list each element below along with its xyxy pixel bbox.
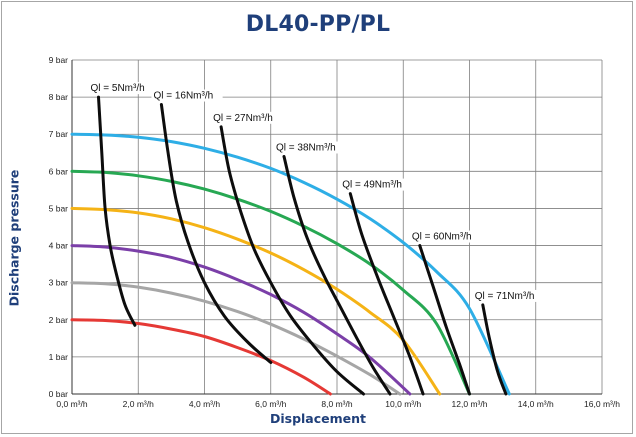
ql-label-bg xyxy=(409,230,482,243)
ql-label: Ql = 38Nm³/h xyxy=(276,142,336,153)
y-tick-label: 7 bar xyxy=(49,129,69,139)
x-tick-label: 10,0 m³/h xyxy=(385,399,421,409)
ql-label: Ql = 71Nm³/h xyxy=(475,291,535,302)
ql-label: Ql = 5Nm³/h xyxy=(91,83,145,94)
y-tick-label: 4 bar xyxy=(49,241,69,251)
ql-label-bg xyxy=(472,289,544,302)
ql-labels: Ql = 5Nm³/h Ql = 16Nm³/hQl = 27Nm³/h Ql = … xyxy=(88,82,544,302)
pressure-curve xyxy=(70,132,511,396)
ql-curve xyxy=(219,125,365,396)
x-tick-label: 0,0 m³/h xyxy=(56,399,87,409)
x-tick-label: 4,0 m³/h xyxy=(189,399,220,409)
x-axis-label: Displacement xyxy=(269,411,367,426)
y-tick-label: 1 bar xyxy=(49,352,69,362)
ql-label: Ql = 16Nm³/h xyxy=(153,91,213,102)
x-tick-label: 12,0 m³/h xyxy=(452,399,488,409)
pressure-curve xyxy=(70,244,412,396)
pressure-curve xyxy=(70,206,442,396)
pressure-curves xyxy=(70,132,511,396)
x-tick-label: 8,0 m³/h xyxy=(321,399,352,409)
y-tick-label: 6 bar xyxy=(49,166,69,176)
y-tick-label: 2 bar xyxy=(49,315,69,325)
ql-label: Ql = 60Nm³/h xyxy=(412,232,472,243)
y-tick-label: 5 bar xyxy=(49,203,69,213)
y-tick-label: 3 bar xyxy=(49,278,69,288)
ql-curve xyxy=(97,95,137,327)
ql-curve xyxy=(348,192,425,396)
pressure-curve xyxy=(70,281,402,396)
ql-curve xyxy=(159,103,273,364)
ql-label-bg xyxy=(151,89,223,102)
ql-label-bg xyxy=(340,178,412,191)
x-tick-label: 6,0 m³/h xyxy=(255,399,286,409)
ql-label-bg xyxy=(88,82,155,95)
pressure-curve xyxy=(70,318,332,396)
y-tick-label: 0 bar xyxy=(49,389,69,399)
y-tick-label: 8 bar xyxy=(49,92,69,102)
ql-label: Ql = 27Nm³/h xyxy=(213,113,273,124)
x-tick-label: 16,0 m³/h xyxy=(584,399,620,409)
grid xyxy=(71,59,603,395)
x-tick-label: 2,0 m³/h xyxy=(123,399,154,409)
x-tick-label: 14,0 m³/h xyxy=(518,399,554,409)
pressure-curve xyxy=(70,169,471,396)
ql-label-bg xyxy=(211,111,283,124)
tick-labels: 0 bar 1 bar 2 bar 3 bar 4 bar 5 bar 6 bar 7 bar… xyxy=(49,55,621,409)
ql-curves xyxy=(97,95,508,396)
ql-curve xyxy=(481,303,508,396)
ql-label: Ql = 49Nm³/h xyxy=(342,180,402,191)
ql-curve xyxy=(418,244,471,396)
ql-label-bg xyxy=(274,141,346,154)
chart-title: DL40-PP/PL xyxy=(245,12,391,37)
ql-curve xyxy=(282,155,392,396)
y-tick-label: 9 bar xyxy=(49,55,69,65)
